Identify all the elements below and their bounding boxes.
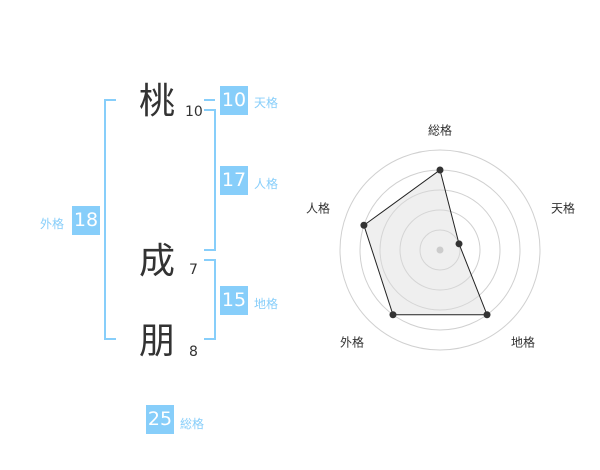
radar-axis-label-soukaku: 総格 bbox=[427, 123, 453, 138]
chikaku-bracket bbox=[204, 259, 216, 340]
tenkaku-label: 天格 bbox=[254, 96, 279, 110]
name-char-2: 成 bbox=[138, 241, 175, 282]
gaikaku-label: 外格 bbox=[40, 217, 65, 231]
jinkaku-bracket bbox=[204, 109, 216, 251]
radar-point bbox=[483, 311, 491, 319]
stroke-count-1: 10 bbox=[185, 104, 203, 120]
radar-point bbox=[360, 221, 368, 229]
stroke-count-3: 8 bbox=[189, 344, 198, 360]
stroke-count-2: 7 bbox=[189, 262, 198, 278]
radar-chart bbox=[339, 149, 541, 351]
radar-ring bbox=[399, 209, 481, 291]
soukaku-label: 総格 bbox=[180, 417, 205, 431]
tenkaku-value: 10 bbox=[220, 86, 248, 115]
radar-axis-label-tenkaku: 天格 bbox=[550, 201, 576, 216]
jinkaku-label: 人格 bbox=[254, 177, 279, 191]
chikaku-label: 地格 bbox=[254, 297, 279, 311]
radar-ring bbox=[419, 229, 461, 271]
gaikaku-bracket bbox=[104, 99, 116, 340]
radar-point bbox=[436, 166, 444, 174]
radar-axis-label-chikaku: 地格 bbox=[510, 335, 536, 350]
radar-area bbox=[363, 169, 488, 316]
jinkaku-value: 17 bbox=[220, 166, 248, 195]
radar-ring bbox=[379, 189, 501, 311]
radar-axis-label-jinkaku: 人格 bbox=[305, 201, 331, 216]
gaikaku-value: 18 bbox=[72, 206, 100, 235]
radar-ring bbox=[339, 149, 541, 351]
radar-point bbox=[455, 240, 463, 248]
soukaku-value: 25 bbox=[146, 405, 174, 434]
radar-center bbox=[436, 246, 444, 254]
chikaku-value: 15 bbox=[220, 286, 248, 315]
name-char-1: 桃 bbox=[138, 81, 175, 122]
radar-axis-label-gaikaku: 外格 bbox=[339, 335, 365, 350]
radar-point bbox=[389, 311, 397, 319]
name-char-3: 朋 bbox=[138, 321, 175, 362]
